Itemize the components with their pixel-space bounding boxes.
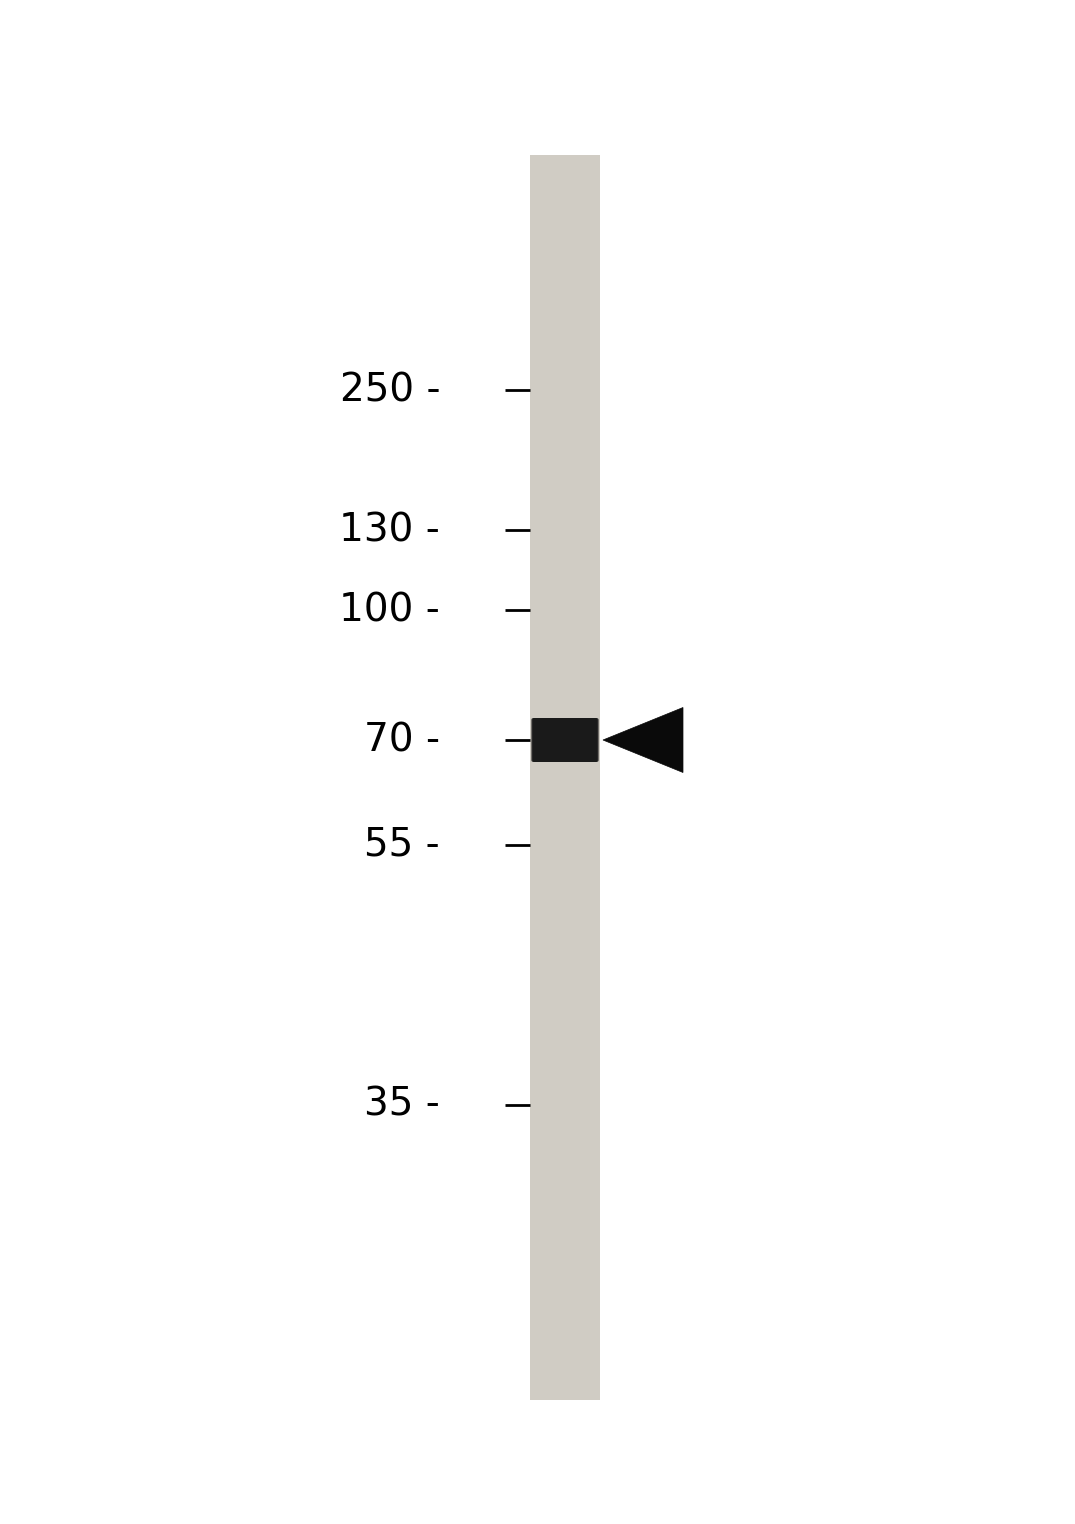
FancyBboxPatch shape xyxy=(531,718,599,762)
FancyBboxPatch shape xyxy=(534,718,597,762)
Text: 130 -: 130 - xyxy=(340,511,440,549)
FancyBboxPatch shape xyxy=(532,718,598,762)
Bar xyxy=(530,155,600,1401)
FancyBboxPatch shape xyxy=(534,721,596,759)
Text: 250 -: 250 - xyxy=(340,370,440,408)
FancyBboxPatch shape xyxy=(532,718,598,762)
Text: 35 -: 35 - xyxy=(364,1087,440,1125)
FancyBboxPatch shape xyxy=(532,718,598,762)
Text: 70 -: 70 - xyxy=(364,721,440,759)
Polygon shape xyxy=(603,707,683,773)
Text: 55 -: 55 - xyxy=(364,826,440,864)
FancyBboxPatch shape xyxy=(533,718,597,762)
FancyBboxPatch shape xyxy=(533,718,597,762)
Text: 100 -: 100 - xyxy=(340,591,440,629)
FancyBboxPatch shape xyxy=(531,718,599,762)
